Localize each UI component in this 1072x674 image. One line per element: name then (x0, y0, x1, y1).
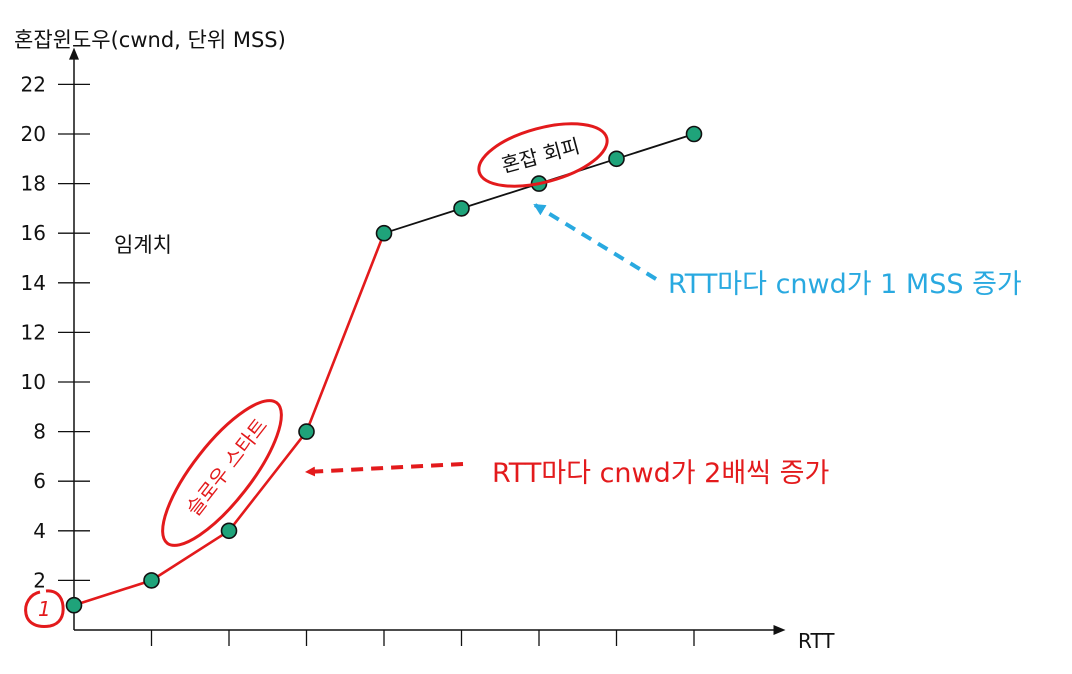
x-ticks (150, 630, 695, 646)
y-axis-arrowhead (69, 47, 79, 60)
data-point (453, 200, 470, 217)
data-points (65, 125, 703, 614)
double-rule-label: RTT마다 cnwd가 2배씩 증가 (492, 458, 829, 489)
slow-start-ellipse (161, 399, 283, 547)
slow-start-label: 슬로우 스타트 (181, 414, 272, 521)
y-tick-label: 8 (33, 420, 46, 444)
y-ticks: 2 4 6 8 10 12 14 16 18 20 22 (21, 72, 90, 592)
x-axis-label: RTT (798, 629, 835, 653)
y-tick-label: 16 (21, 221, 46, 245)
y-tick-label: 2 (33, 568, 46, 592)
congestion-avoidance-ellipse (477, 122, 609, 188)
initial-value-circle (24, 589, 65, 628)
x-axis-arrowhead (773, 625, 786, 635)
linear-rule-arrow (533, 203, 658, 281)
data-point (608, 150, 625, 168)
linear-rule-label: RTT마다 cnwd가 1 MSS 증가 (668, 269, 1022, 300)
congestion-avoidance-label: 혼잡 회피 (499, 134, 582, 178)
y-tick-label: 20 (21, 122, 46, 146)
y-tick-label: 18 (21, 172, 46, 196)
initial-value-annotation: 1 (24, 589, 65, 628)
initial-value-label: 1 (38, 597, 51, 621)
data-point (143, 572, 160, 589)
axes (69, 47, 786, 635)
y-tick-label: 14 (21, 271, 46, 295)
threshold-label: 임계치 (114, 233, 172, 257)
double-rule-arrow (305, 462, 464, 477)
y-tick-label: 10 (21, 370, 46, 394)
data-point (65, 596, 83, 614)
data-point (375, 224, 393, 242)
data-point (298, 423, 315, 440)
y-tick-label: 6 (33, 469, 46, 493)
y-axis-label: 혼잡윈도우(cwnd, 단위 MSS) (14, 28, 286, 52)
y-tick-label: 4 (33, 519, 46, 543)
y-tick-label: 12 (21, 320, 46, 344)
data-point (220, 522, 238, 540)
series-line (73, 232, 386, 607)
y-tick-label: 22 (21, 72, 46, 96)
series-lines (73, 133, 695, 607)
data-point (685, 125, 703, 143)
